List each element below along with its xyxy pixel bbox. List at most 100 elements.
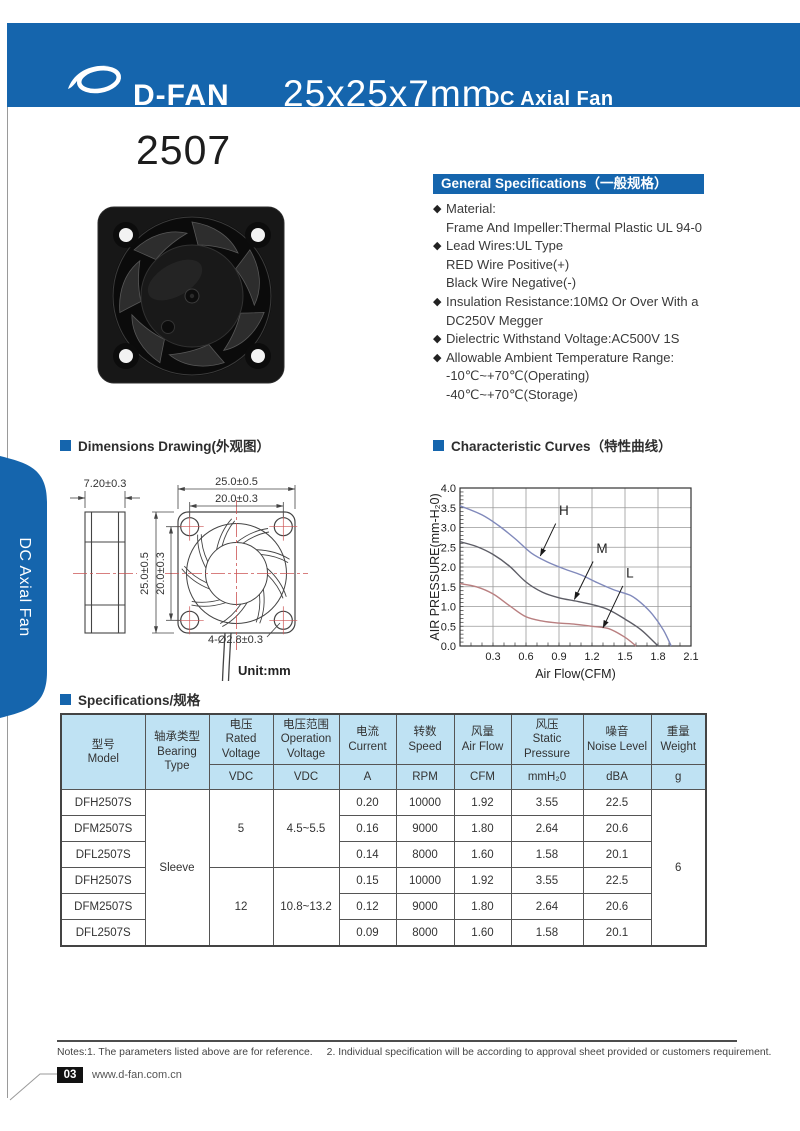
spec-cell: 1.58 (510, 919, 584, 947)
svg-text:2.5: 2.5 (441, 542, 456, 554)
unit-header: dBA (582, 764, 652, 790)
table-row: DFM2507S 0.16 9000 1.80 2.64 20.6 (60, 815, 706, 842)
svg-text:2.0: 2.0 (441, 562, 456, 574)
spec-cell: 9000 (395, 893, 455, 920)
note-2: 2. Individual specification will be acco… (326, 1047, 772, 1058)
svg-text:3.5: 3.5 (441, 503, 456, 515)
spec-cell: 10000 (395, 789, 455, 816)
spec-cell: 5 (208, 789, 274, 868)
svg-text:0.5: 0.5 (441, 621, 456, 633)
spec-line-text: Lead Wires:UL Type (446, 238, 564, 254)
svg-text:1.8: 1.8 (650, 651, 665, 663)
spec-line-text: Material: (446, 201, 496, 216)
column-header: 风压 Static Pressure (510, 713, 584, 765)
spec-cell: 20.1 (582, 919, 652, 947)
dimensions-drawing: 7.20±0.3 (70, 476, 308, 682)
svg-text:1.2: 1.2 (584, 651, 599, 663)
dim-outer-width: 25.0±0.5 (215, 476, 258, 488)
svg-text:0.3: 0.3 (485, 651, 500, 663)
side-tab-label: DC Axial Fan (16, 537, 33, 637)
svg-text:M: M (596, 541, 607, 556)
general-spec-list: ◆ Material: Frame And Impeller:Thermal Pla… (433, 200, 743, 405)
spec-cell: 1.92 (453, 789, 512, 816)
spec-cell: 0.09 (338, 919, 397, 947)
spec-cell: 0.16 (338, 815, 397, 842)
spec-cell: DFH2507S (60, 867, 146, 894)
table-row: DFH2507S Sleeve 5 4.5~5.5 0.20 10000 1.92 3.55 2… (60, 789, 707, 947)
centerlines (73, 500, 308, 650)
unit-label: Unit:mm (238, 663, 291, 678)
diamond-bullet-icon: ◆ (433, 203, 442, 215)
spec-cell: 0.12 (338, 893, 397, 920)
spec-line: ◆ Lead Wires:UL Type (433, 237, 743, 256)
diamond-bullet-icon: ◆ (433, 240, 442, 253)
spec-cell: 0.20 (338, 789, 397, 816)
spec-cell: DFM2507S (60, 893, 146, 920)
spec-cell: 20.1 (582, 841, 652, 868)
lead-wires (221, 632, 232, 682)
svg-text:3.0: 3.0 (441, 523, 456, 535)
spec-table-title-text: Specifications/规格 (78, 693, 201, 708)
spec-cell: 1.58 (510, 841, 584, 868)
unit-header: g (650, 764, 707, 790)
spec-cell: 10.8~13.2 (272, 867, 340, 947)
curves-title-text: Characteristic Curves（特性曲线） (451, 439, 672, 454)
diamond-bullet-icon: ◆ (433, 333, 442, 346)
spec-line: ◆ Dielectric Withstand Voltage:AC500V 1S (433, 330, 743, 349)
note-1: Notes:1. The parameters listed above are… (57, 1047, 313, 1058)
page-title: 25x25x7mm (283, 73, 494, 114)
column-header: 转数 Speed (395, 713, 455, 765)
spec-line-text: -10℃~+70℃(Operating) (446, 368, 590, 384)
side-tab-shape (0, 456, 47, 718)
spec-cell: 20.6 (582, 893, 652, 920)
spec-cell: DFH2507S (60, 789, 146, 816)
spec-cell: 1.60 (453, 919, 512, 947)
spec-cell: DFL2507S (60, 919, 146, 947)
mounting-holes (113, 222, 271, 369)
spec-cell: 6 (650, 789, 707, 947)
spec-line: -40℃~+70℃(Storage) (433, 386, 743, 405)
svg-text:1.0: 1.0 (441, 602, 456, 614)
footer-corner-line (9, 1073, 57, 1101)
spec-line-text: -40℃~+70℃(Storage) (446, 386, 578, 402)
side-view-dim (70, 491, 140, 508)
general-specs-header: General Specifications（一般规格） (433, 174, 704, 194)
impeller-blades (181, 518, 290, 627)
spec-cell: 10000 (395, 867, 455, 894)
svg-text:Air Flow(CFM): Air Flow(CFM) (535, 667, 616, 681)
svg-text:2.1: 2.1 (683, 651, 698, 663)
svg-text:1.5: 1.5 (441, 582, 456, 594)
dimension-lines (152, 485, 296, 638)
spec-cell: DFM2507S (60, 815, 146, 842)
section-bullet-icon (433, 439, 444, 451)
svg-text:4.0: 4.0 (441, 483, 456, 495)
section-bullet-icon (60, 439, 71, 451)
spec-cell: 9000 (395, 815, 455, 842)
spec-line: RED Wire Positive(+) (433, 256, 743, 275)
page-subtitle: DC Axial Fan (485, 88, 614, 110)
spec-line: Frame And Impeller:Thermal Plastic UL 94… (433, 219, 743, 238)
fan-blades (119, 221, 265, 367)
side-tab-dc-axial-fan: DC Axial Fan (0, 456, 48, 718)
spec-cell: 1.60 (453, 841, 512, 868)
spec-cell: 0.14 (338, 841, 397, 868)
spec-cell: 22.5 (582, 789, 652, 816)
svg-text:0.9: 0.9 (551, 651, 566, 663)
hole-crosshairs (175, 512, 298, 635)
spec-line: Black Wire Negative(-) (433, 274, 743, 293)
spec-line-text: Dielectric Withstand Voltage:AC500V 1S (446, 331, 680, 347)
spec-line: -10℃~+70℃(Operating) (433, 367, 743, 386)
svg-text:AIR PRESSURE(mm-H₂0): AIR PRESSURE(mm-H₂0) (430, 493, 442, 640)
spec-line-text: Black Wire Negative(-) (446, 275, 577, 291)
column-header: 电压范围 Operation Voltage (272, 713, 340, 765)
diamond-bullet-icon: ◆ (433, 295, 442, 308)
unit-header: VDC (208, 764, 274, 790)
header-bar: D-FAN 25x25x7mm DC Axial Fan (7, 23, 800, 112)
dimensions-title-text: Dimensions Drawing(外观图） (78, 439, 271, 454)
unit-header: mmH₂0 (510, 764, 584, 790)
spec-table: 型号 Model 轴承类型 Bearing Type 电压 Rated Voltage 电压… (60, 713, 707, 947)
dim-hole-pitch-h: 20.0±0.3 (155, 552, 167, 595)
dim-outer-height: 25.0±0.5 (139, 552, 151, 595)
spec-cell: DFL2507S (60, 841, 146, 868)
